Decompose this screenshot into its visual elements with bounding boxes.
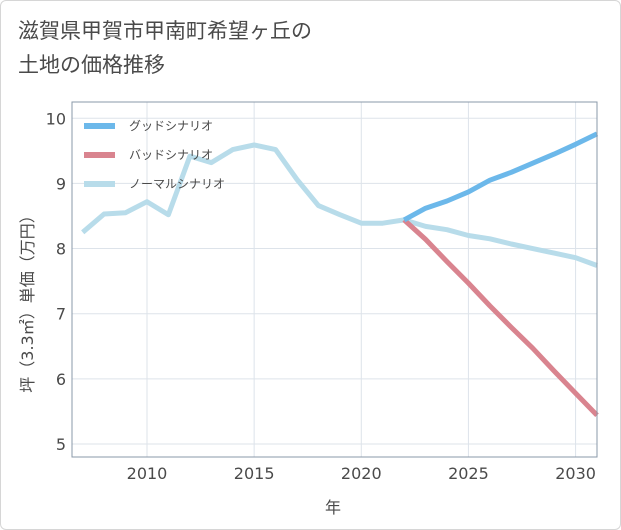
x-tick-label: 2030 [555,464,596,483]
axes [71,101,598,458]
series-line-3 [81,142,598,268]
series-line-2 [402,218,599,418]
y-tick-label: 7 [56,305,66,324]
y-tick-label: 8 [56,240,66,259]
chart-title-line2: 土地の価格推移 [18,53,165,77]
series-lines [81,131,599,418]
x-tick-label: 2025 [448,464,489,483]
series-line-1 [402,131,599,223]
plot-border [71,101,598,458]
legend-label: グッドシナリオ [129,119,213,133]
x-axis-title: 年 [325,498,341,517]
y-tick-label: 9 [56,174,66,193]
legend-label: バッドシナリオ [129,148,213,162]
tick-labels: 5 6 7 8 9 10 2010 2015 2020 2025 2030 [46,109,596,483]
y-tick-label: 6 [56,370,66,389]
x-tick-label: 2010 [127,464,168,483]
x-tick-label: 2020 [341,464,382,483]
legend-label: ノーマルシナリオ [129,177,225,191]
y-tick-label: 10 [46,109,66,128]
y-axis-title: 坪（3.3㎡）単価（万円） [18,207,37,392]
x-tick-label: 2015 [234,464,275,483]
grid-lines [72,102,597,457]
chart-title: 滋賀県甲賀市甲南町希望ヶ丘の 土地の価格推移 [18,14,438,82]
chart-title-line1: 滋賀県甲賀市甲南町希望ヶ丘の [18,19,312,43]
y-tick-label: 5 [56,435,66,454]
